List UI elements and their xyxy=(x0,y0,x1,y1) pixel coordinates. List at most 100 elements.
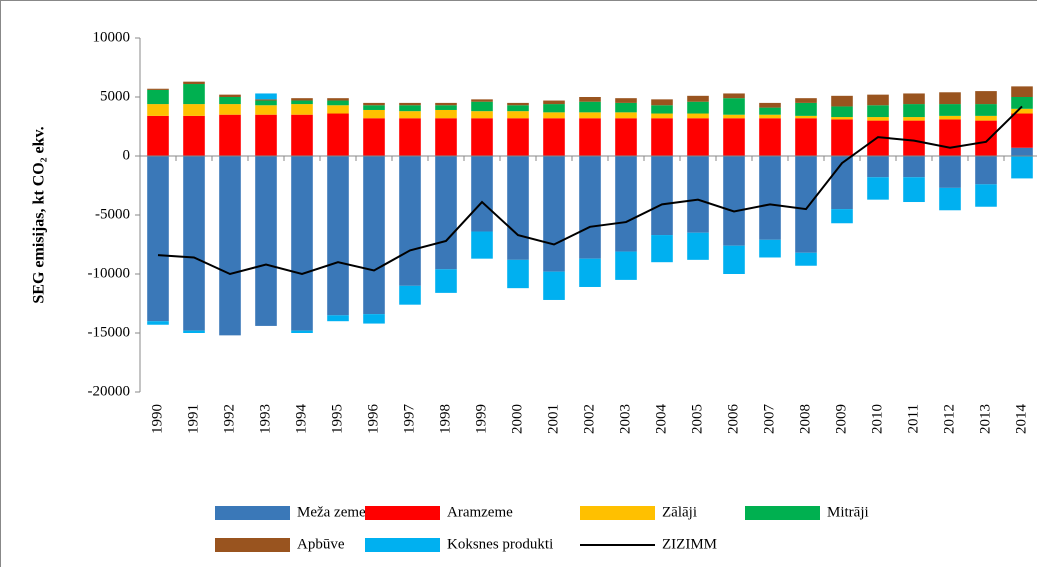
bar xyxy=(939,156,961,188)
bar xyxy=(291,330,313,333)
bar xyxy=(543,156,565,272)
bar xyxy=(687,95,709,102)
bar xyxy=(723,98,745,115)
legend-label: Aramzeme xyxy=(447,504,513,520)
bar xyxy=(147,156,169,322)
bar xyxy=(471,111,493,119)
x-tick-label: 2008 xyxy=(797,404,813,434)
bar xyxy=(543,271,565,300)
bar xyxy=(255,156,277,326)
bar xyxy=(651,118,673,156)
legend-swatch xyxy=(215,506,290,520)
bar xyxy=(219,97,241,105)
y-tick-label: 10000 xyxy=(93,29,131,45)
bar xyxy=(831,119,853,156)
bar xyxy=(903,104,925,118)
bar xyxy=(147,321,169,325)
bar xyxy=(723,118,745,156)
y-tick-label: -20000 xyxy=(88,383,131,399)
bar xyxy=(399,111,421,119)
x-tick-label: 2009 xyxy=(833,404,849,434)
bar xyxy=(795,115,817,119)
bar xyxy=(651,105,673,114)
bar xyxy=(615,112,637,119)
bar xyxy=(1011,147,1033,156)
bar xyxy=(435,109,457,119)
bar xyxy=(579,258,601,287)
bar xyxy=(795,118,817,156)
bar xyxy=(723,245,745,274)
legend-label: ZIZIMM xyxy=(662,536,717,552)
bar xyxy=(939,187,961,211)
bar xyxy=(399,285,421,305)
bar xyxy=(975,104,997,116)
bar xyxy=(903,177,925,203)
bar xyxy=(795,102,817,116)
x-tick-label: 2012 xyxy=(941,404,957,434)
bar xyxy=(435,118,457,156)
bar xyxy=(615,118,637,156)
bar xyxy=(327,100,349,106)
bar xyxy=(255,99,277,101)
y-tick-label: 0 xyxy=(123,147,131,163)
bar xyxy=(975,184,997,207)
bar xyxy=(795,156,817,253)
bar xyxy=(399,156,421,286)
bar xyxy=(1011,113,1033,148)
bar xyxy=(219,156,241,336)
bar xyxy=(1011,108,1033,114)
legend-label: Zālāji xyxy=(662,504,697,520)
bar xyxy=(1011,156,1033,179)
bar xyxy=(723,114,745,119)
bar xyxy=(939,119,961,156)
bar xyxy=(507,118,529,156)
x-tick-label: 2002 xyxy=(581,404,597,434)
bar xyxy=(795,252,817,266)
bar xyxy=(183,156,205,331)
bar xyxy=(615,156,637,252)
x-tick-label: 2007 xyxy=(761,404,777,435)
legend-label: Meža zeme xyxy=(297,504,366,520)
bar xyxy=(291,100,313,105)
bar xyxy=(291,156,313,331)
bar xyxy=(543,112,565,119)
bar xyxy=(183,81,205,85)
bar xyxy=(543,100,565,105)
y-tick-label: 5000 xyxy=(100,88,130,104)
x-tick-label: 2010 xyxy=(869,404,885,434)
bar xyxy=(507,105,529,112)
bar xyxy=(867,105,889,118)
bar xyxy=(759,239,781,258)
bar xyxy=(831,209,853,224)
bar xyxy=(219,104,241,115)
x-tick-label: 1996 xyxy=(365,404,381,435)
bar xyxy=(399,105,421,112)
bar xyxy=(867,94,889,106)
bar xyxy=(363,314,385,324)
bar xyxy=(939,115,961,120)
bar xyxy=(327,315,349,322)
bar xyxy=(363,156,385,315)
legend-swatch xyxy=(215,538,290,552)
bar xyxy=(759,114,781,119)
bar xyxy=(759,156,781,240)
x-tick-label: 1995 xyxy=(329,404,345,434)
x-tick-label: 2004 xyxy=(653,404,669,435)
legend-label: Koksnes produkti xyxy=(447,536,553,552)
bar xyxy=(327,98,349,101)
y-axis-label: SEG emisijas, kt CO₂ ekv. xyxy=(31,126,48,303)
bar xyxy=(867,117,889,121)
bar xyxy=(399,102,421,106)
x-tick-label: 2000 xyxy=(509,404,525,434)
bar xyxy=(831,117,853,120)
bar xyxy=(507,102,529,106)
line xyxy=(157,105,1023,276)
bar xyxy=(651,113,673,119)
bar xyxy=(615,251,637,280)
legend-swatch xyxy=(745,506,820,520)
x-tick-label: 2001 xyxy=(545,404,561,434)
bar xyxy=(759,118,781,156)
x-tick-label: 2006 xyxy=(725,404,741,435)
bar xyxy=(435,156,457,270)
bar xyxy=(579,112,601,119)
